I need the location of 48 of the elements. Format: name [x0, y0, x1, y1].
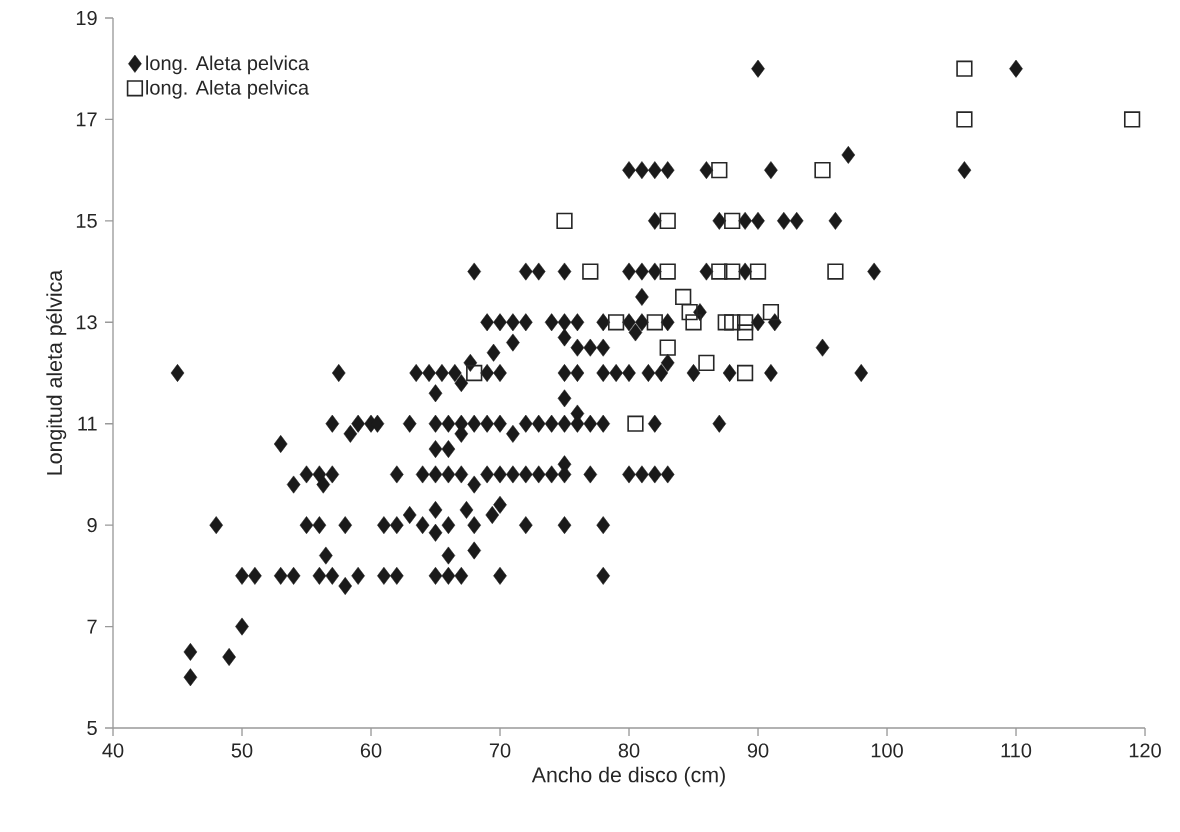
x-tick-label: 60 — [360, 743, 382, 758]
point — [627, 415, 644, 432]
point — [736, 364, 754, 382]
point — [582, 263, 599, 280]
y-tick-label: 15 — [76, 213, 97, 228]
legend-label: long. Aleta pelvica — [146, 55, 310, 75]
point — [1123, 111, 1141, 128]
point — [827, 263, 844, 280]
y-tick-label: 19 — [76, 10, 97, 26]
legend-label: long. Aleta pelvica — [146, 80, 310, 99]
point — [659, 263, 676, 280]
y-tick-label: 11 — [78, 416, 97, 431]
point — [556, 212, 573, 229]
y-tick-label: 9 — [87, 518, 97, 533]
point — [681, 304, 698, 321]
point — [736, 324, 754, 341]
x-tick-label: 120 — [1129, 743, 1161, 758]
x-tick-label: 110 — [1001, 743, 1032, 758]
point — [736, 314, 754, 331]
point — [724, 263, 741, 280]
point — [956, 60, 973, 77]
y-tick-label: 17 — [76, 112, 97, 127]
x-tick-label: 50 — [231, 743, 253, 758]
x-tick-label: 100 — [871, 743, 903, 758]
point — [711, 263, 728, 280]
point — [749, 263, 767, 280]
point — [814, 162, 831, 179]
point — [711, 162, 728, 179]
point — [956, 111, 973, 128]
x-tick-label: 90 — [747, 743, 769, 758]
point — [717, 314, 734, 331]
x-tick-label: 80 — [618, 743, 640, 758]
point — [724, 314, 741, 331]
y-tick-label: 13 — [76, 315, 97, 330]
x-axis-title: Ancho de disco (cm) — [531, 766, 725, 787]
point — [724, 212, 741, 229]
y-tick-label: 5 — [87, 721, 97, 735]
point — [659, 212, 676, 229]
point — [685, 314, 702, 331]
point — [698, 354, 715, 371]
y-tick-label: 7 — [87, 619, 97, 634]
point — [646, 314, 663, 331]
x-tick-label: 70 — [489, 743, 511, 758]
x-tick-label: 40 — [102, 743, 124, 758]
y-axis-title: Longitud aleta pélvica — [46, 269, 67, 475]
point — [675, 288, 692, 306]
point — [607, 314, 625, 331]
point — [659, 339, 676, 356]
